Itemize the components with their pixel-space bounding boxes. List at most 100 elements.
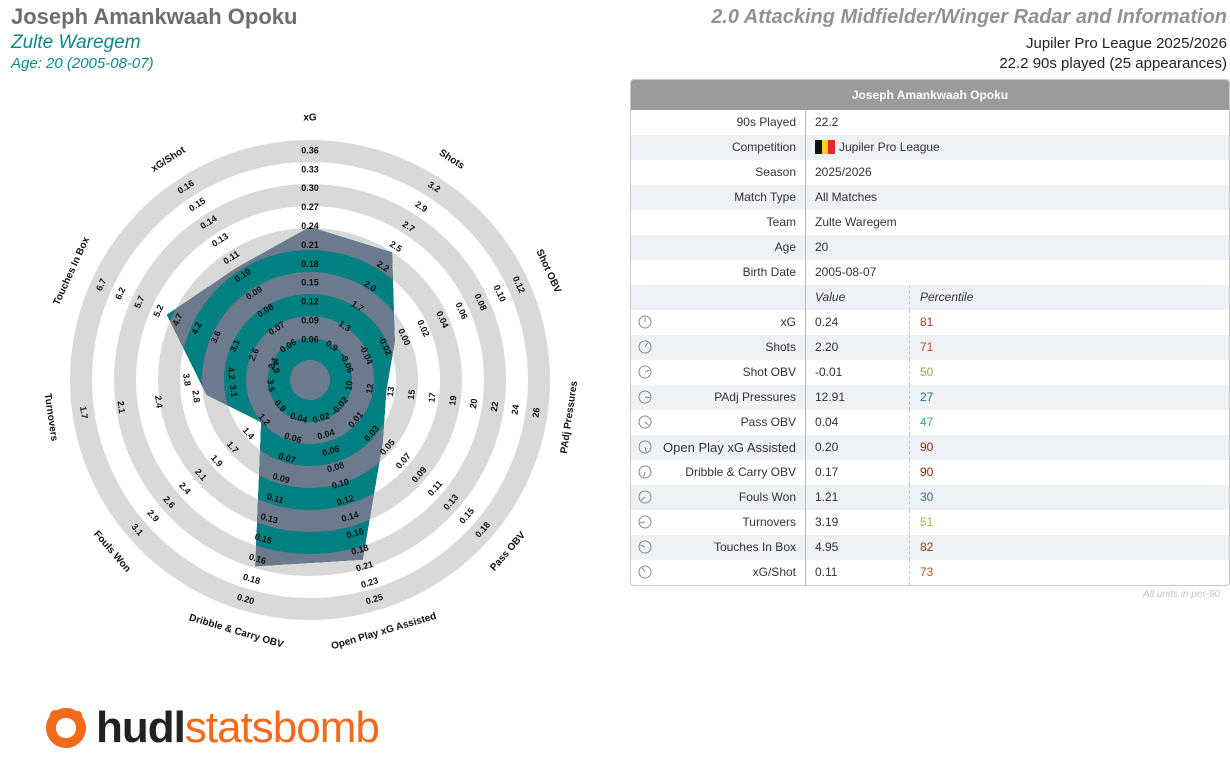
radar-center-hole (290, 360, 330, 400)
metric-percentile: 27 (920, 390, 934, 404)
column-divider-dashed (909, 535, 910, 560)
logo-mark-icon (46, 708, 86, 748)
tick-label: 0.04 (316, 427, 336, 442)
radar-title: 2.0 Attacking Midfielder/Winger Radar an… (711, 6, 1227, 28)
column-divider (805, 360, 806, 385)
metric-row: Open Play xG Assisted 0.20 90 (631, 435, 1229, 460)
pass-obv-icon (638, 415, 652, 429)
tick-label: 2.1 (115, 400, 127, 414)
info-label: Season (755, 165, 796, 179)
tick-label: 2.1 (266, 355, 280, 371)
axis-label: Turnovers (42, 393, 60, 443)
info-table: Joseph Amankwaah Opoku 90s Played 22.2 Com… (630, 79, 1230, 586)
tick-label: 0.18 (350, 542, 370, 557)
tick-label: 2.8 (190, 390, 202, 404)
info-row: Season 2025/2026 (631, 160, 1229, 185)
column-divider-dashed (909, 385, 910, 410)
info-value-text: 20 (815, 240, 829, 254)
column-divider-dashed (909, 560, 910, 585)
xg-per-shot-icon (638, 565, 652, 579)
metric-row: Dribble & Carry OBV 0.17 90 (631, 460, 1229, 485)
tick-label: 4.2 (189, 320, 203, 336)
metric-row: Shots 2.20 71 (631, 335, 1229, 360)
column-divider (805, 510, 806, 535)
info-value: 20 (815, 235, 828, 260)
axis-label: Shots (437, 148, 467, 173)
metric-value: 0.17 (815, 465, 839, 479)
metric-row: Fouls Won 1.21 30 (631, 485, 1229, 510)
metric-percentile: 90 (920, 440, 934, 454)
metric-label: Shots (765, 340, 796, 354)
tick-label: 6.7 (94, 277, 108, 293)
axis-label: PAdj Pressures (559, 380, 580, 454)
tick-label: 0.18 (242, 572, 262, 587)
info-value-text: 2005-08-07 (815, 265, 877, 279)
metric-label: Fouls Won (738, 490, 796, 504)
metric-percentile: 50 (920, 365, 934, 379)
tick-label: 0.25 (365, 592, 385, 607)
tick-label: 0.02 (311, 411, 331, 426)
metric-value: 4.95 (815, 540, 839, 554)
xg-assisted-icon (638, 440, 652, 454)
metric-value: 0.04 (815, 415, 839, 429)
metric-value: 0.11 (815, 565, 838, 579)
tick-label: 0.08 (326, 460, 346, 475)
logo-text-hudl: hudl (96, 703, 186, 752)
tick-label: 0.18 (301, 259, 319, 269)
tick-label: 0.20 (236, 592, 256, 607)
axis-label: xG/Shot (149, 144, 188, 174)
metric-row: xG 0.24 81 (631, 310, 1229, 335)
metric-percentile: 90 (920, 465, 934, 479)
column-divider-dashed (909, 435, 910, 460)
player-team: Zulte Waregem (11, 32, 141, 53)
info-label: 90s Played (736, 115, 796, 129)
metric-percentile: 81 (920, 315, 934, 329)
axis-label: Pass OBV (488, 530, 528, 574)
info-value-text: Zulte Waregem (815, 215, 897, 229)
minutes-played: 22.2 90s played (25 appearances) (999, 55, 1227, 72)
tick-label: 0.23 (360, 575, 380, 590)
tick-label: 19 (447, 395, 458, 406)
tick-label: 0.04 (289, 411, 309, 426)
metric-row: Pass OBV 0.04 47 (631, 410, 1229, 435)
metric-value: 0.24 (815, 315, 839, 329)
fouls-won-icon (638, 490, 652, 504)
tick-label: 2.4 (153, 395, 165, 409)
info-value: 22.2 (815, 110, 838, 135)
tick-label: 5.2 (151, 303, 165, 319)
tick-label: 2.6 (247, 347, 261, 363)
tick-label: 5.7 (132, 294, 146, 310)
metric-header-row: Value Percentile (631, 285, 1229, 310)
tick-label: 17 (426, 392, 437, 403)
tick-label: 0.07 (277, 451, 297, 466)
tick-label: 0.27 (301, 202, 319, 212)
tick-label: 0.12 (301, 297, 319, 307)
tick-label: 4.9 (270, 360, 282, 374)
column-header-value: Value (815, 290, 846, 304)
tick-label: 0.09 (271, 471, 291, 486)
info-label: Competition (731, 140, 796, 154)
tick-label: 0.15 (301, 278, 319, 288)
tick-label: 10 (343, 380, 354, 391)
metric-percentile: 73 (920, 565, 934, 579)
competition-season: Jupiler Pro League 2025/2026 (1026, 35, 1227, 52)
info-value-text: 22.2 (815, 115, 839, 129)
info-row: Competition Jupiler Pro League (631, 135, 1229, 160)
metric-value: 1.21 (815, 490, 839, 504)
tick-label: 3.5 (265, 379, 277, 393)
tick-label: 0.11 (266, 491, 285, 505)
metric-percentile: 47 (920, 415, 934, 429)
info-value: Zulte Waregem (815, 210, 897, 235)
metric-label: Turnovers (742, 515, 796, 529)
tick-label: 0.10 (331, 476, 351, 491)
metric-value: -0.01 (815, 365, 843, 379)
axis-label: xG (303, 113, 317, 124)
tick-label: 0.14 (340, 509, 360, 524)
column-divider (805, 535, 806, 560)
hudl-statsbomb-logo: hudl statsbomb (42, 700, 380, 756)
tick-label: 0.33 (301, 164, 319, 174)
column-divider (805, 410, 806, 435)
metric-label: Shot OBV (742, 365, 796, 379)
metric-label: Pass OBV (740, 415, 796, 429)
tick-label: 6.2 (113, 286, 127, 302)
